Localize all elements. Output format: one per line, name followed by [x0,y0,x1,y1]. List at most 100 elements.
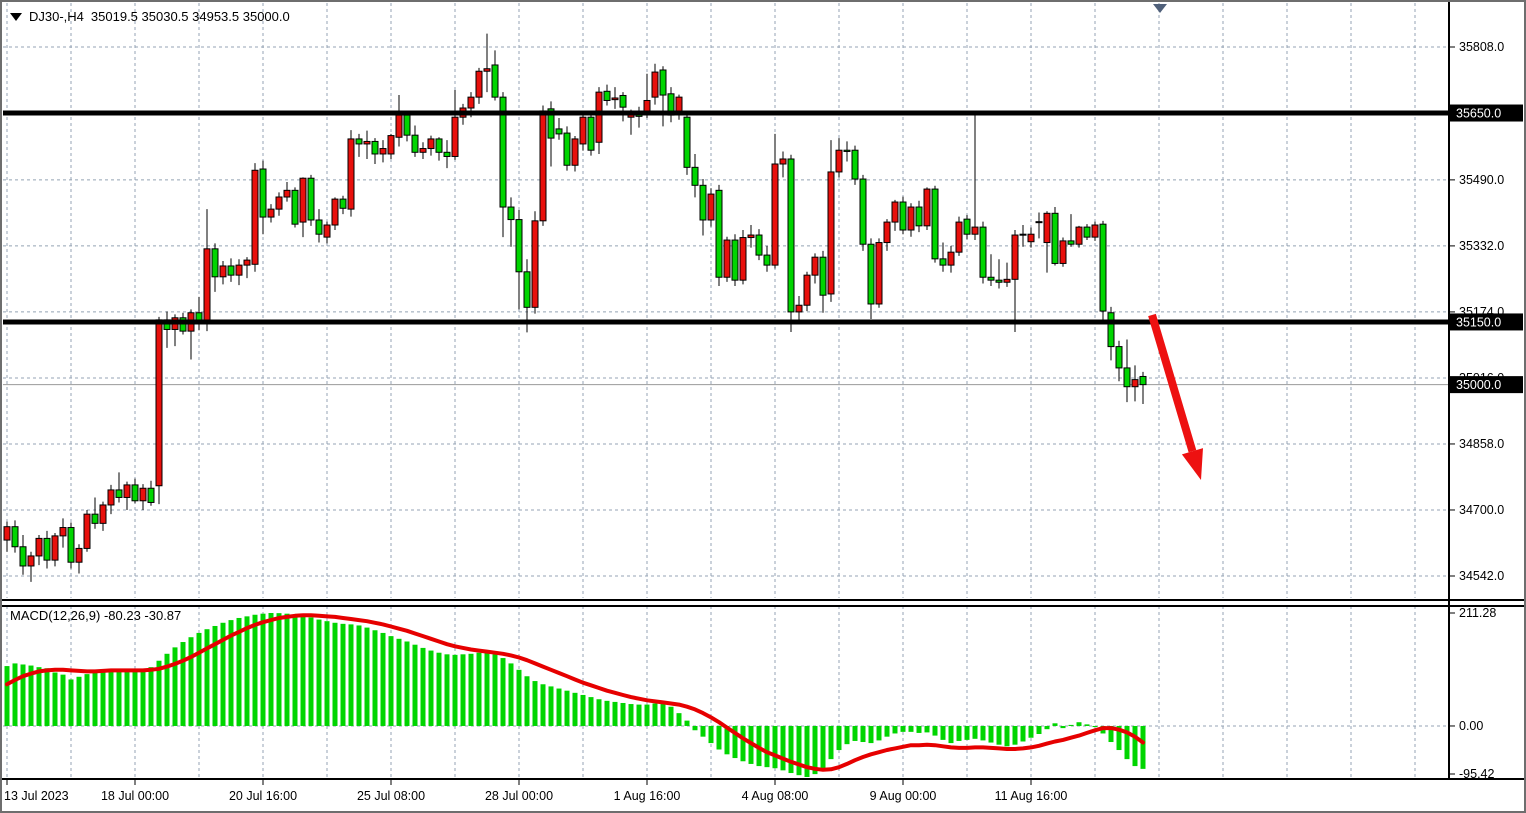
macd-histogram-bar [196,632,202,726]
candlestick [267,208,275,218]
macd-histogram-bar [148,667,154,726]
macd-histogram-bar [1052,723,1058,726]
time-tick-label: 9 Aug 00:00 [870,789,937,803]
candlestick [147,487,155,503]
candlestick [1043,212,1051,244]
macd-histogram-bar [108,669,114,726]
macd-histogram-bar [980,725,986,741]
macd-histogram-bar [284,613,290,726]
candlestick [339,198,347,209]
candlestick [27,555,35,567]
candlestick [59,527,67,537]
macd-histogram-bar [476,652,482,726]
macd-histogram-bar [364,627,370,726]
level-price-tag[interactable] [1450,104,1523,122]
macd-histogram-bar [356,625,362,726]
candlestick [507,206,515,221]
macd-histogram-bar [340,623,346,726]
macd-histogram-bar [988,725,994,743]
pane-separator[interactable] [2,599,1524,601]
macd-histogram-bar [668,706,674,726]
candlestick [387,135,395,155]
price-tick-label: 35332.0 [1459,239,1504,253]
candlestick [931,188,939,260]
symbol-dropdown-icon[interactable] [10,12,22,21]
macd-histogram-bar [52,672,58,726]
macd-histogram-bar [844,725,850,745]
candlestick [1091,224,1099,238]
candlestick [315,219,323,235]
candlestick [955,221,963,253]
price-tick-label: 34858.0 [1459,437,1504,451]
macd-histogram-bar [620,702,626,726]
trend-arrow-head[interactable] [1181,448,1204,480]
macd-histogram-bar [1076,722,1082,726]
level-price-tag[interactable] [1450,313,1523,331]
candlestick [883,221,891,244]
candlestick [1083,226,1091,238]
candlestick [467,96,475,109]
candlestick [867,243,875,305]
macd-histogram-bar [524,676,530,726]
macd-histogram-bar [220,622,226,726]
macd-histogram-bar [460,654,466,726]
macd-histogram-bar [236,617,242,726]
candlestick [843,149,851,152]
candlestick [483,68,491,72]
candlestick [899,201,907,231]
macd-histogram-bar [28,665,34,726]
macd-histogram-bar [836,725,842,751]
candlestick [707,193,715,221]
trend-arrow-shaft[interactable] [1148,313,1197,453]
candlestick [595,91,603,143]
macd-histogram-bar [764,725,770,768]
candlestick [395,114,403,138]
macd-histogram-bar [820,725,826,772]
macd-histogram-bar [916,725,922,733]
candlestick [227,265,235,276]
candlestick [1051,212,1059,264]
macd-histogram-bar [636,704,642,726]
macd-histogram-bar [580,694,586,726]
time-tick-label: 20 Jul 16:00 [229,789,297,803]
macd-histogram-bar [868,725,874,744]
macd-histogram-bar [332,622,338,726]
macd-histogram-bar [276,613,282,726]
macd-histogram-bar [1020,725,1026,742]
macd-histogram-bar [940,725,946,740]
macd-histogram-bar [1028,725,1034,738]
macd-histogram-bar [76,676,82,726]
candlestick [139,487,147,502]
macd-histogram-bar [348,624,354,726]
macd-histogram-bar [1036,725,1042,734]
candlestick [915,206,923,227]
candlestick [379,148,387,155]
current-price-tag[interactable] [1450,376,1523,394]
candlestick [1123,367,1131,388]
macd-histogram-bar [228,620,234,726]
candlestick [539,110,547,222]
candlestick [515,219,523,273]
macd-histogram-bar [660,702,666,726]
candlestick [731,239,739,281]
macd-histogram-bar [204,629,210,726]
macd-histogram-bar [1132,725,1138,767]
macd-histogram-bar [900,725,906,732]
macd-histogram-bar [36,667,42,726]
candlestick [179,317,187,332]
candlestick [643,99,651,113]
macd-histogram-bar [540,684,546,726]
macd-histogram-bar [12,663,18,726]
candlestick [427,138,435,150]
pane-separator[interactable] [2,605,1524,607]
macd-histogram-bar [932,725,938,736]
candlestick [1107,312,1115,348]
macd-histogram-bar [260,613,266,726]
candlestick [547,108,555,139]
current-price-tag-label: 35000.0 [1456,378,1501,392]
macd-scale-label: -95.42 [1459,767,1494,781]
scroll-to-end-marker[interactable] [1153,4,1167,13]
candlestick [219,265,227,278]
